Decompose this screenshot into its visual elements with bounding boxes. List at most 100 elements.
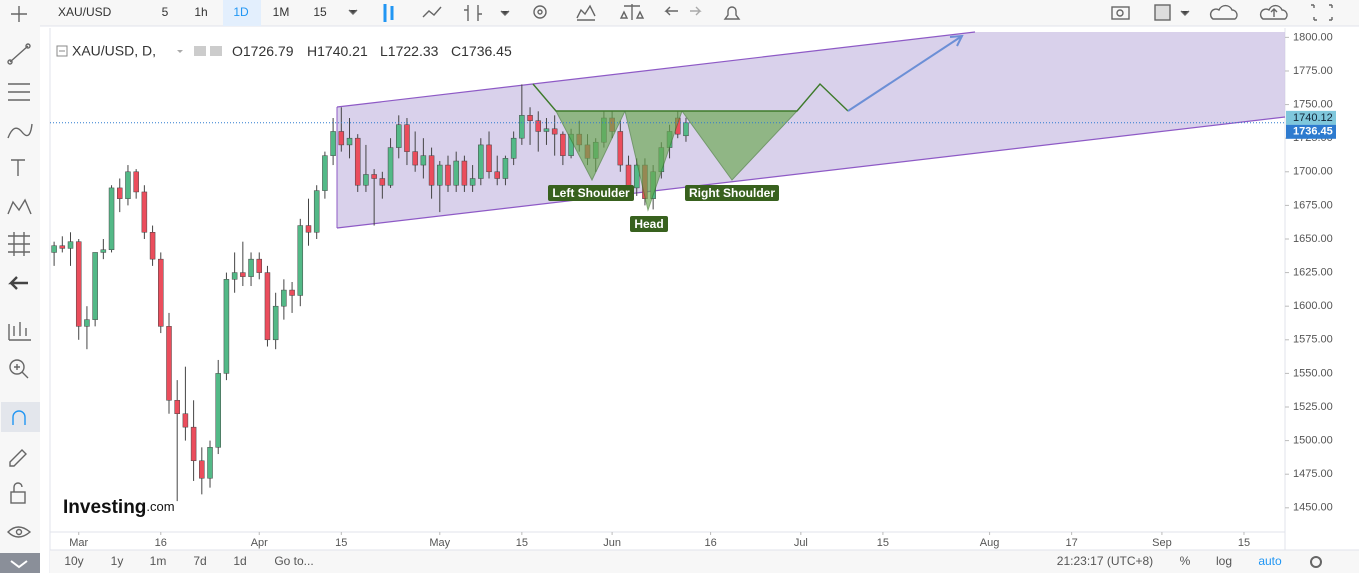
candle-body xyxy=(67,241,74,249)
y-tick-label: 1675.00 xyxy=(1293,199,1333,211)
candle-body xyxy=(207,447,213,479)
candle-body xyxy=(223,279,230,374)
scale-option[interactable]: auto xyxy=(1258,554,1282,568)
range-button[interactable]: 1d xyxy=(233,554,246,568)
x-tick-label: 15 xyxy=(1238,537,1250,549)
range-button[interactable]: 1y xyxy=(111,554,124,568)
annotation: Right Shoulder xyxy=(689,186,775,200)
candle-body xyxy=(354,137,361,186)
candle-body xyxy=(551,128,558,135)
collapse-button[interactable] xyxy=(0,553,40,573)
top-buttons: XAU/USD 5 1h 1D 1M 15 xyxy=(58,0,327,26)
channel-top xyxy=(336,31,976,108)
range-button[interactable]: 7d xyxy=(193,554,206,568)
candle-body xyxy=(297,225,304,296)
candle-body xyxy=(633,164,640,189)
settings-icon[interactable] xyxy=(210,46,222,56)
range-button[interactable]: 1m xyxy=(150,554,167,568)
active-interval-bg xyxy=(223,0,261,26)
ohlc-value: 1722.33 xyxy=(388,43,439,59)
candle-body xyxy=(445,164,451,186)
x-tick-label: Aug xyxy=(980,537,1000,549)
y-tick-label: 1700.00 xyxy=(1293,166,1333,178)
candle-body xyxy=(248,258,254,277)
collapse-box[interactable] xyxy=(56,45,68,57)
target-arrow xyxy=(847,35,963,112)
ohlc-prefix: O xyxy=(232,43,243,59)
candle-body xyxy=(158,258,164,327)
x-tick-label: Jul xyxy=(794,537,808,549)
candle-body xyxy=(240,272,246,277)
ohlc-item: H1740.21 xyxy=(307,43,368,59)
arrow-head xyxy=(949,34,964,47)
ohlc-item: C1736.45 xyxy=(451,43,512,59)
interval-button[interactable]: 1M xyxy=(273,5,290,19)
price-label: 1736.45 xyxy=(1293,126,1333,138)
candle-body xyxy=(363,174,369,186)
candle-body xyxy=(412,151,418,166)
candle-body xyxy=(428,155,435,186)
candle-body xyxy=(272,305,279,341)
y-tick-label: 1775.00 xyxy=(1293,65,1333,77)
candle-body xyxy=(494,171,500,179)
candle-body xyxy=(84,319,90,327)
y-tick-label: 1600.00 xyxy=(1293,300,1333,312)
candle-body xyxy=(379,178,386,186)
ohlc-prefix: H xyxy=(307,43,317,59)
ohlc-legend: O1726.79 H1740.21 L1722.33 C1736.45 xyxy=(232,43,512,59)
candle-body xyxy=(346,137,353,146)
y-tick-label: 1475.00 xyxy=(1293,468,1333,480)
range-button[interactable]: 10y xyxy=(64,554,83,568)
symbol[interactable]: XAU/USD xyxy=(58,5,112,19)
candle-body xyxy=(141,191,148,233)
candle-body xyxy=(313,190,320,233)
candles xyxy=(51,84,689,502)
candle-body xyxy=(387,147,394,186)
interval-button[interactable]: 1h xyxy=(194,5,207,19)
candle-body xyxy=(625,164,632,189)
candle-body xyxy=(396,124,402,148)
y-tick-label: 1450.00 xyxy=(1293,502,1333,514)
legend-title: XAU/USD, D, xyxy=(72,43,156,59)
scale-option[interactable]: % xyxy=(1180,554,1191,568)
neckline xyxy=(532,82,849,112)
toolbar-icons[interactable] xyxy=(348,4,1333,22)
ohlc-prefix: C xyxy=(451,43,461,59)
settings-gear[interactable] xyxy=(1310,556,1322,568)
y-tick-label: 1800.00 xyxy=(1293,31,1333,43)
scale-option[interactable]: log xyxy=(1216,554,1232,568)
x-tick-label: Sep xyxy=(1152,537,1172,549)
x-tick-label: 16 xyxy=(155,537,167,549)
bottom-bar xyxy=(50,550,1359,573)
x-tick-label: May xyxy=(429,537,450,549)
price-label-box xyxy=(1286,110,1336,125)
x-tick-label: 15 xyxy=(335,537,347,549)
candle-body xyxy=(683,122,689,137)
candle-body xyxy=(51,245,57,253)
interval-button[interactable]: 5 xyxy=(162,5,169,19)
candle-body xyxy=(371,174,377,179)
bottom-buttons: 10y 1y 1m 7d 1d Go to...% log auto xyxy=(64,554,1282,568)
interval-button[interactable]: 1D xyxy=(233,5,249,19)
candle-body xyxy=(535,120,542,132)
candle-body xyxy=(133,171,139,193)
candle-body xyxy=(182,413,189,428)
candle-body xyxy=(199,460,205,479)
candle-body xyxy=(519,115,525,139)
range-button[interactable]: Go to... xyxy=(274,554,313,568)
ohlc-value: 1736.45 xyxy=(461,43,512,59)
left-toolbar xyxy=(0,0,40,573)
visibility-icon[interactable] xyxy=(194,46,206,56)
candle-body xyxy=(560,133,566,156)
tool-icons[interactable] xyxy=(1,6,40,538)
ohlc-item: L1722.33 xyxy=(380,43,439,59)
candle-body xyxy=(338,131,345,146)
annotation: Left Shoulder xyxy=(552,186,630,200)
candle-body xyxy=(231,272,238,280)
candle-body xyxy=(100,249,107,253)
candle-body xyxy=(75,241,82,327)
interval-button[interactable]: 15 xyxy=(313,5,327,19)
price-label: 1740.12 xyxy=(1293,112,1333,124)
candle-body xyxy=(453,160,459,186)
x-tick-label: 17 xyxy=(1066,537,1078,549)
